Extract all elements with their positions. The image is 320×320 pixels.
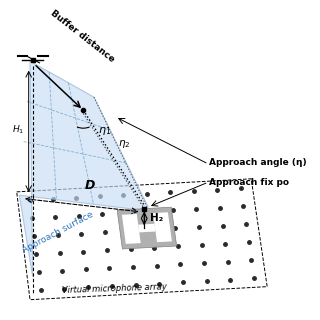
Text: D: D (84, 179, 95, 192)
Text: Virtual microphone array: Virtual microphone array (62, 282, 167, 295)
Text: $\eta_1$: $\eta_1$ (98, 125, 111, 137)
Text: Approach surface: Approach surface (21, 210, 95, 255)
Polygon shape (138, 224, 156, 232)
Polygon shape (122, 214, 141, 244)
Text: Approach angle (η): Approach angle (η) (209, 158, 306, 167)
Text: $\eta_2$: $\eta_2$ (118, 138, 130, 150)
Text: H₂: H₂ (150, 213, 163, 223)
Polygon shape (19, 61, 148, 277)
Polygon shape (153, 212, 172, 242)
Polygon shape (17, 179, 267, 300)
Text: $H_1$: $H_1$ (12, 124, 25, 136)
Text: Approach fix po: Approach fix po (209, 178, 289, 187)
Text: Buffer distance: Buffer distance (48, 9, 116, 64)
Polygon shape (117, 207, 177, 249)
